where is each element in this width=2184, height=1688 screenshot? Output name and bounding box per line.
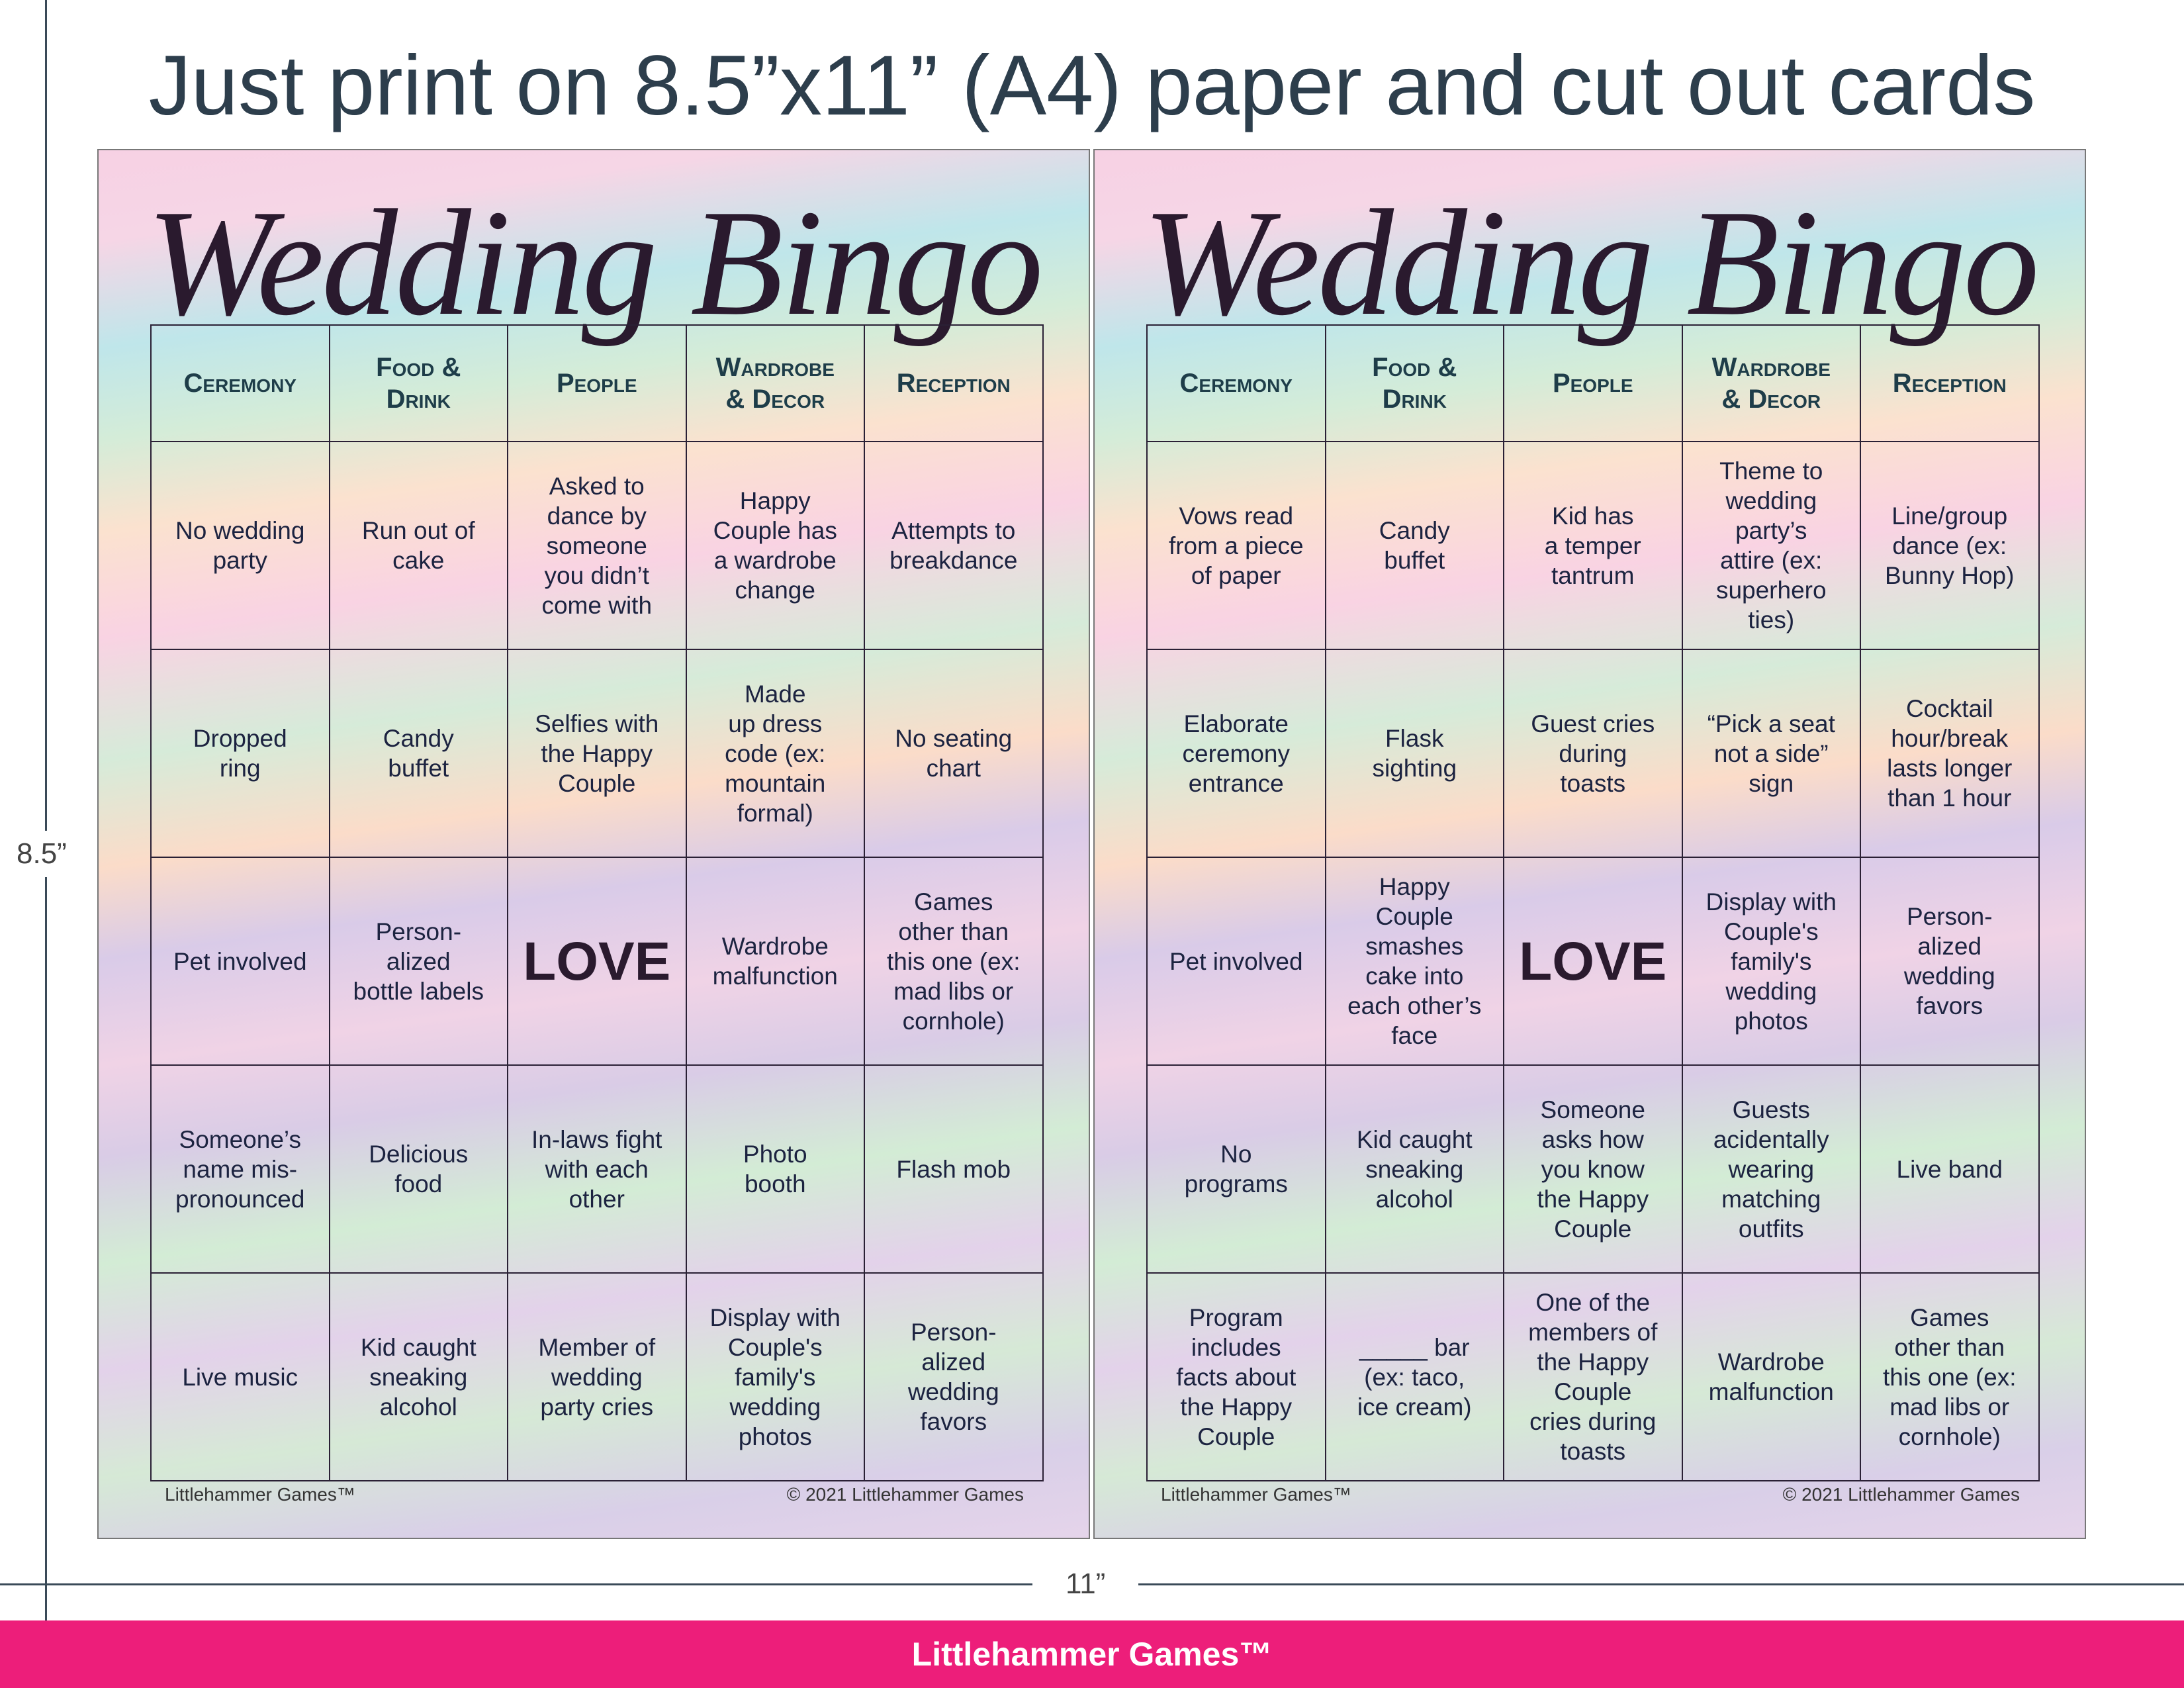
bingo-cell: Cocktail hour/break lasts longer than 1 … <box>1860 649 2040 858</box>
column-header: Ceremony <box>1146 324 1326 442</box>
footer-right: © 2021 Littlehammer Games <box>1782 1484 2020 1505</box>
column-header: Reception <box>864 324 1044 442</box>
bingo-cell: No seating chart <box>864 649 1044 858</box>
bingo-cell: Dropped ring <box>150 649 330 858</box>
bingo-cell: Kid caught sneaking alcohol <box>328 1272 508 1481</box>
bingo-cell: Wardrobe malfunction <box>1681 1272 1861 1481</box>
column-header: Wardrobe & Decor <box>685 324 865 442</box>
bingo-card: Wedding Bingo Ceremony Food & Drink People W… <box>1093 149 2086 1539</box>
height-label: 8.5” <box>17 831 67 877</box>
bingo-cell: Happy Couple smashes cake into each othe… <box>1324 857 1504 1066</box>
bingo-card: Wedding Bingo Ceremony Food & Drink People W… <box>97 149 1090 1539</box>
bingo-cell: Delicious food <box>328 1064 508 1274</box>
free-space: LOVE <box>1503 857 1683 1066</box>
free-space: LOVE <box>507 857 687 1066</box>
bingo-cell: Someone asks how you know the Happy Coup… <box>1503 1064 1683 1274</box>
bingo-cell: _____ bar (ex: taco, ice cream) <box>1324 1272 1504 1481</box>
card-title: Wedding Bingo <box>1142 178 2039 347</box>
bingo-cell: Games other than this one (ex: mad libs … <box>1860 1272 2040 1481</box>
bingo-cell: Person- alized wedding favors <box>1860 857 2040 1066</box>
bingo-cell: Display with Couple's family's wedding p… <box>1681 857 1861 1066</box>
bingo-cell: One of the members of the Happy Couple c… <box>1503 1272 1683 1481</box>
bingo-cell: No wedding party <box>150 441 330 650</box>
bingo-cell: Person- alized bottle labels <box>328 857 508 1066</box>
bingo-cell: Live music <box>150 1272 330 1481</box>
bingo-cell: Games other than this one (ex: mad libs … <box>864 857 1044 1066</box>
bingo-cell: Kid has a temper tantrum <box>1503 441 1683 650</box>
bingo-cell: Live band <box>1860 1064 2040 1274</box>
bingo-cell: In-laws fight with each other <box>507 1064 687 1274</box>
footer-left: Littlehammer Games™ <box>165 1484 355 1505</box>
footer-right: © 2021 Littlehammer Games <box>786 1484 1024 1505</box>
bingo-cell: Flash mob <box>864 1064 1044 1274</box>
bingo-cell: Member of wedding party cries <box>507 1272 687 1481</box>
bingo-cell: Theme to wedding party’s attire (ex: sup… <box>1681 441 1861 650</box>
bingo-cell: Made up dress code (ex: mountain formal) <box>685 649 865 858</box>
brand-bar: Littlehammer Games™ <box>0 1620 2184 1688</box>
bingo-cell: Guests acidentally wearing matching outf… <box>1681 1064 1861 1274</box>
page-title: Just print on 8.5”x11” (A4) paper and cu… <box>148 38 2036 133</box>
bingo-cell: Pet involved <box>1146 857 1326 1066</box>
bingo-cell: Display with Couple's family's wedding p… <box>685 1272 865 1481</box>
bingo-cell: “Pick a seat not a side” sign <box>1681 649 1861 858</box>
bingo-cell: Attempts to breakdance <box>864 441 1044 650</box>
bingo-cell: Pet involved <box>150 857 330 1066</box>
card-title: Wedding Bingo <box>146 178 1043 347</box>
bingo-cell: Elaborate ceremony entrance <box>1146 649 1326 858</box>
footer-left: Littlehammer Games™ <box>1161 1484 1351 1505</box>
bingo-cell: Candy buffet <box>1324 441 1504 650</box>
bingo-cell: Selfies with the Happy Couple <box>507 649 687 858</box>
bingo-cell: Kid caught sneaking alcohol <box>1324 1064 1504 1274</box>
bingo-cell: No programs <box>1146 1064 1326 1274</box>
column-header: People <box>507 324 687 442</box>
width-label: 11” <box>1032 1568 1139 1601</box>
column-header: Wardrobe & Decor <box>1681 324 1861 442</box>
bingo-cell: Candy buffet <box>328 649 508 858</box>
bingo-cell: Someone’s name mis- pronounced <box>150 1064 330 1274</box>
bingo-cell: Line/group dance (ex: Bunny Hop) <box>1860 441 2040 650</box>
column-header: Ceremony <box>150 324 330 442</box>
bingo-cell: Wardrobe malfunction <box>685 857 865 1066</box>
column-header: People <box>1503 324 1683 442</box>
bingo-cell: Flask sighting <box>1324 649 1504 858</box>
bingo-cell: Run out of cake <box>328 441 508 650</box>
bingo-cell: Person- alized wedding favors <box>864 1272 1044 1481</box>
bingo-cell: Asked to dance by someone you didn’t com… <box>507 441 687 650</box>
column-header: Food & Drink <box>1324 324 1504 442</box>
bingo-cell: Happy Couple has a wardrobe change <box>685 441 865 650</box>
column-header: Food & Drink <box>328 324 508 442</box>
bingo-cell: Guest cries during toasts <box>1503 649 1683 858</box>
bingo-cell: Program includes facts about the Happy C… <box>1146 1272 1326 1481</box>
bingo-cell: Photo booth <box>685 1064 865 1274</box>
bingo-cell: Vows read from a piece of paper <box>1146 441 1326 650</box>
column-header: Reception <box>1860 324 2040 442</box>
